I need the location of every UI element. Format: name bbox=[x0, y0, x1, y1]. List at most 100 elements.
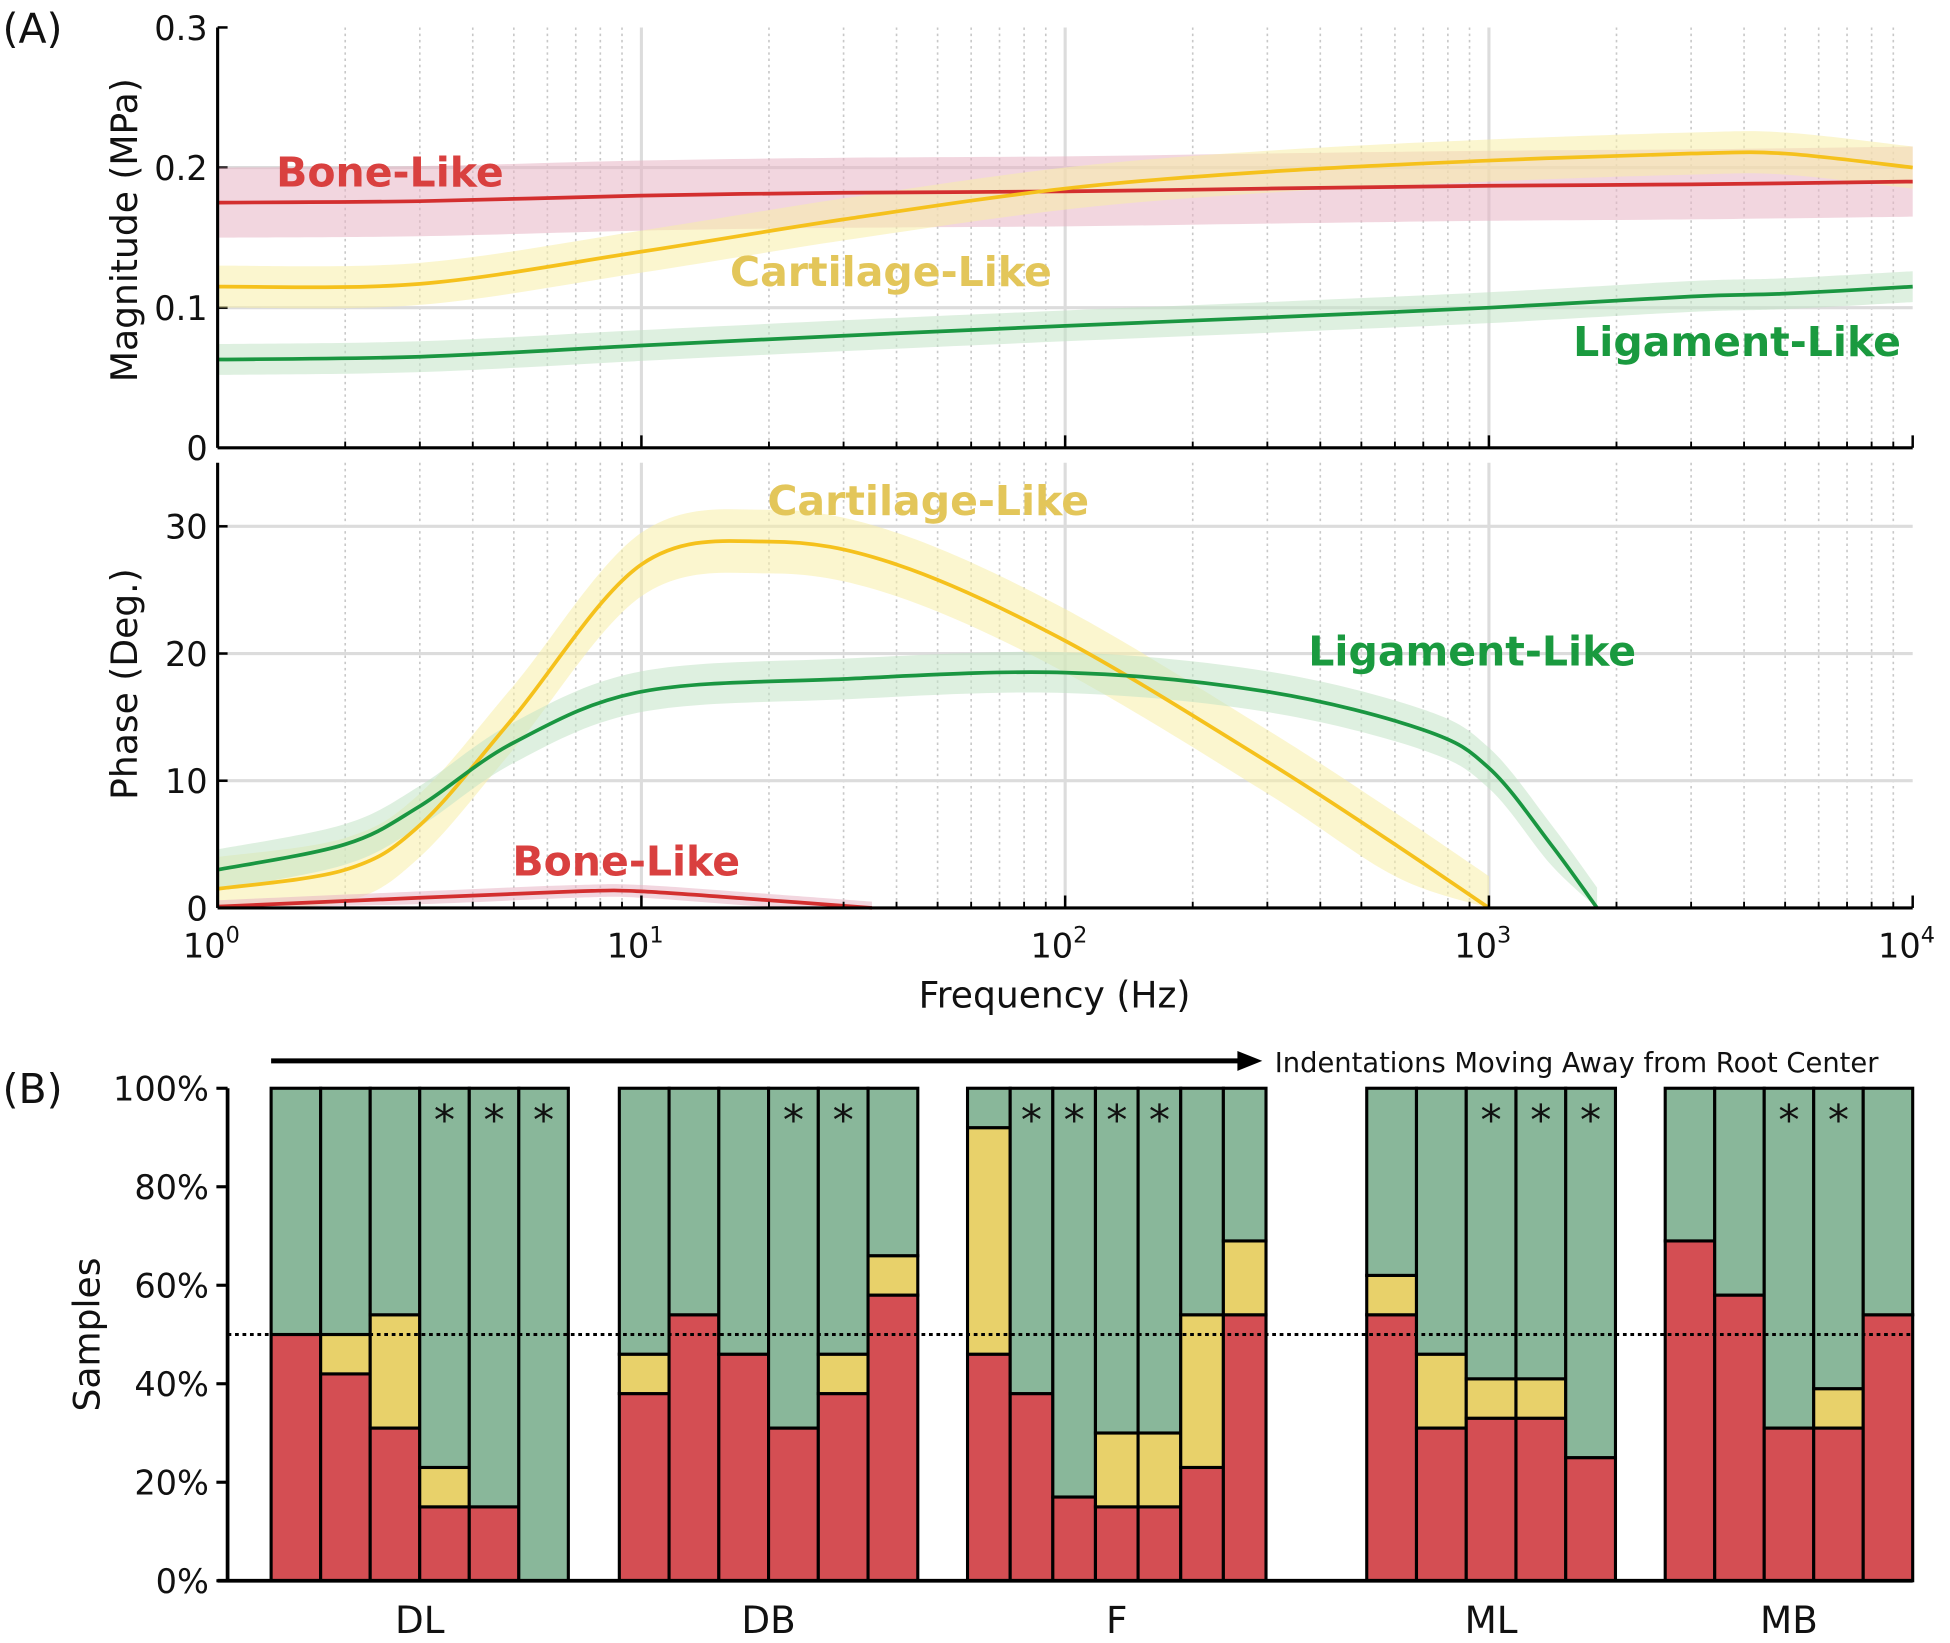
bar-segment-bone-like bbox=[1093, 1505, 1140, 1583]
y-tick-label: 0.3 bbox=[154, 9, 207, 48]
bar-segment-bone-like bbox=[1564, 1456, 1618, 1583]
bar-segment-bone-like bbox=[767, 1426, 820, 1583]
series-line-ligament-like bbox=[217, 670, 1599, 910]
bar-segment-bone-like bbox=[816, 1392, 870, 1583]
bar-segment-bone-like bbox=[1663, 1239, 1717, 1583]
bar-segment-bone-like bbox=[1713, 1293, 1766, 1583]
bar-segment-cartilage-like bbox=[319, 1332, 372, 1376]
panel-label-b: (B) bbox=[2, 1065, 62, 1113]
series-line-cartilage-like bbox=[217, 150, 1913, 290]
group-label-ml: ML bbox=[1465, 1598, 1518, 1642]
series-label-cartilage-like: Cartilage-Like bbox=[767, 477, 1089, 525]
bar-segment-bone-like bbox=[1179, 1465, 1225, 1583]
bar-segment-bone-like bbox=[467, 1505, 521, 1583]
samples-y-label: Samples bbox=[66, 1258, 108, 1412]
group-label-mb: MB bbox=[1760, 1598, 1818, 1642]
magnitude-plot: 0 0.1 0.2 0.3 Bone-Like Cartilage-Like Ligamen… bbox=[154, 9, 1914, 468]
significance-star: * bbox=[1021, 1095, 1042, 1144]
bar-segment-ligament-like bbox=[667, 1086, 721, 1317]
bar-segment-bone-like bbox=[1414, 1426, 1468, 1583]
bar-segment-bone-like bbox=[1051, 1495, 1098, 1583]
confidence-band bbox=[217, 131, 1913, 309]
bar-segment-bone-like bbox=[1365, 1313, 1419, 1583]
panel-label-a: (A) bbox=[2, 4, 62, 52]
bar-segment-ligament-like bbox=[467, 1086, 521, 1509]
y-tick-label: 30 bbox=[165, 508, 208, 547]
bar-segment-cartilage-like bbox=[866, 1254, 920, 1297]
bar-segment-cartilage-like bbox=[617, 1352, 671, 1396]
bar-segment-ligament-like bbox=[1663, 1086, 1717, 1243]
significance-star: * bbox=[1580, 1095, 1601, 1144]
bar-segment-cartilage-like bbox=[1514, 1377, 1568, 1420]
bar-segment-cartilage-like bbox=[1221, 1239, 1268, 1317]
series-line-ligament-like bbox=[217, 284, 1913, 362]
bar-segment-bone-like bbox=[965, 1352, 1012, 1583]
bar-segment-ligament-like bbox=[418, 1086, 471, 1470]
phase-y-label: Phase (Deg.) bbox=[104, 568, 146, 800]
series-label-ligament-like: Ligament-Like bbox=[1573, 318, 1901, 366]
significance-star: * bbox=[1149, 1095, 1170, 1144]
bar-segment-ligament-like bbox=[965, 1086, 1012, 1130]
bar-segment-bone-like bbox=[1136, 1505, 1183, 1583]
bar-segment-ligament-like bbox=[368, 1086, 422, 1317]
bar-segment-ligament-like bbox=[1136, 1086, 1183, 1435]
series-label-bone-like: Bone-Like bbox=[512, 838, 740, 886]
bar-segment-ligament-like bbox=[1861, 1086, 1915, 1317]
x-tick-label: 103 bbox=[1454, 923, 1511, 966]
bar-segment-ligament-like bbox=[1179, 1086, 1225, 1317]
bar-segment-ligament-like bbox=[319, 1086, 372, 1337]
y-tick-label: 0.1 bbox=[154, 289, 207, 328]
y-tick-label: 0.2 bbox=[154, 149, 207, 188]
bar-segment-cartilage-like bbox=[368, 1313, 422, 1430]
significance-star: * bbox=[533, 1095, 554, 1144]
significance-star: * bbox=[483, 1095, 504, 1144]
bar-segment-cartilage-like bbox=[1136, 1431, 1183, 1509]
y-tick-label: 0 bbox=[186, 889, 207, 928]
bar-segment-bone-like bbox=[319, 1372, 372, 1583]
bar-segment-bone-like bbox=[1221, 1313, 1268, 1583]
significance-star: * bbox=[1828, 1095, 1849, 1144]
tick-base: 10 bbox=[183, 927, 226, 966]
bar-segment-bone-like bbox=[1762, 1426, 1816, 1583]
series-line-cartilage-like bbox=[217, 539, 1490, 910]
bar-segment-ligament-like bbox=[1221, 1086, 1268, 1243]
series-label-cartilage-like: Cartilage-Like bbox=[730, 248, 1052, 296]
significance-star: * bbox=[783, 1095, 804, 1144]
arrow-head-icon bbox=[1237, 1050, 1263, 1071]
series-label-bone-like: Bone-Like bbox=[276, 149, 504, 197]
bar-segment-ligament-like bbox=[1464, 1086, 1518, 1381]
bar-segment-ligament-like bbox=[1365, 1086, 1419, 1277]
y-tick-label: 80% bbox=[134, 1168, 209, 1207]
y-tick-label: 0 bbox=[186, 429, 207, 468]
bar-segment-bone-like bbox=[269, 1332, 323, 1583]
bar-segment-cartilage-like bbox=[816, 1352, 870, 1396]
bar-segment-bone-like bbox=[617, 1392, 671, 1583]
y-tick-label: 100% bbox=[113, 1070, 209, 1109]
bar-segment-cartilage-like bbox=[1464, 1377, 1518, 1420]
confidence-band bbox=[217, 271, 1913, 375]
bar-segment-ligament-like bbox=[816, 1086, 870, 1356]
significance-star: * bbox=[1064, 1095, 1085, 1144]
bar-segment-bone-like bbox=[717, 1352, 771, 1583]
tick-exponent: 3 bbox=[1497, 923, 1511, 949]
significance-star: * bbox=[434, 1095, 455, 1144]
bar-segment-bone-like bbox=[1008, 1392, 1055, 1583]
significance-star: * bbox=[833, 1095, 854, 1144]
y-tick-label: 40% bbox=[134, 1365, 209, 1404]
phase-plot: 0102030Cartilage-LikeLigament-LikeBone-L… bbox=[165, 462, 1935, 966]
y-tick-label: 60% bbox=[134, 1267, 209, 1306]
significance-star: * bbox=[1481, 1095, 1502, 1144]
samples-bar-chart: * * * DL * * DB * * * * F * * * ML * * MB 0% 20% 40% 60% 80% 100… bbox=[113, 1050, 1915, 1642]
series-line-bone-like bbox=[217, 888, 873, 910]
significance-star: * bbox=[1778, 1095, 1799, 1144]
bar-segment-cartilage-like bbox=[1365, 1273, 1419, 1317]
y-tick-label: 20 bbox=[165, 635, 208, 674]
bar-segment-cartilage-like bbox=[418, 1465, 471, 1509]
bar-segment-bone-like bbox=[1514, 1416, 1568, 1583]
group-label-f: F bbox=[1106, 1598, 1127, 1642]
y-tick-label: 0% bbox=[156, 1562, 209, 1601]
x-tick-label: 101 bbox=[607, 923, 664, 966]
bar-segment-ligament-like bbox=[269, 1086, 323, 1337]
bar-segment-cartilage-like bbox=[965, 1126, 1012, 1356]
